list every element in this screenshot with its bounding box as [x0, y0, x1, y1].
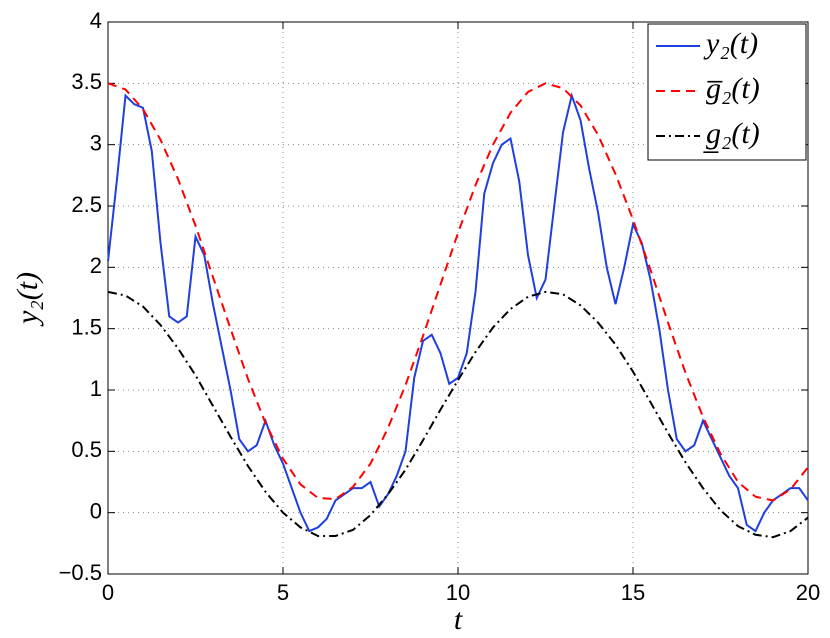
y-tick-label: 0	[90, 498, 102, 523]
series-line	[107, 92, 809, 533]
y-tick-label: 1.5	[71, 314, 102, 339]
series-line	[107, 82, 809, 502]
y-tick-label: 3.5	[71, 69, 102, 94]
legend-label: y₂(t)	[703, 27, 758, 60]
y-tick-label: 4	[90, 8, 102, 33]
y-tick-label: 0.5	[71, 437, 102, 462]
y-tick-label: 2.5	[71, 192, 102, 217]
y-tick-label: 1	[90, 376, 102, 401]
x-tick-label: 15	[621, 580, 645, 605]
y-tick-label: 2	[90, 253, 102, 278]
y-axis-label: y₂(t)	[11, 272, 44, 327]
x-tick-label: 10	[446, 580, 470, 605]
x-tick-label: 20	[796, 580, 820, 605]
y-tick-label: 3	[90, 130, 102, 155]
x-axis-label: t	[454, 603, 463, 636]
x-tick-label: 0	[102, 580, 114, 605]
legend-label: g̲₂(t)	[702, 117, 759, 152]
x-tick-label: 5	[277, 580, 289, 605]
plot-frame	[107, 21, 809, 575]
series-line	[107, 290, 809, 539]
y-tick-label: −0.5	[59, 560, 102, 585]
legend-label: g̅₂(t)	[706, 72, 760, 105]
